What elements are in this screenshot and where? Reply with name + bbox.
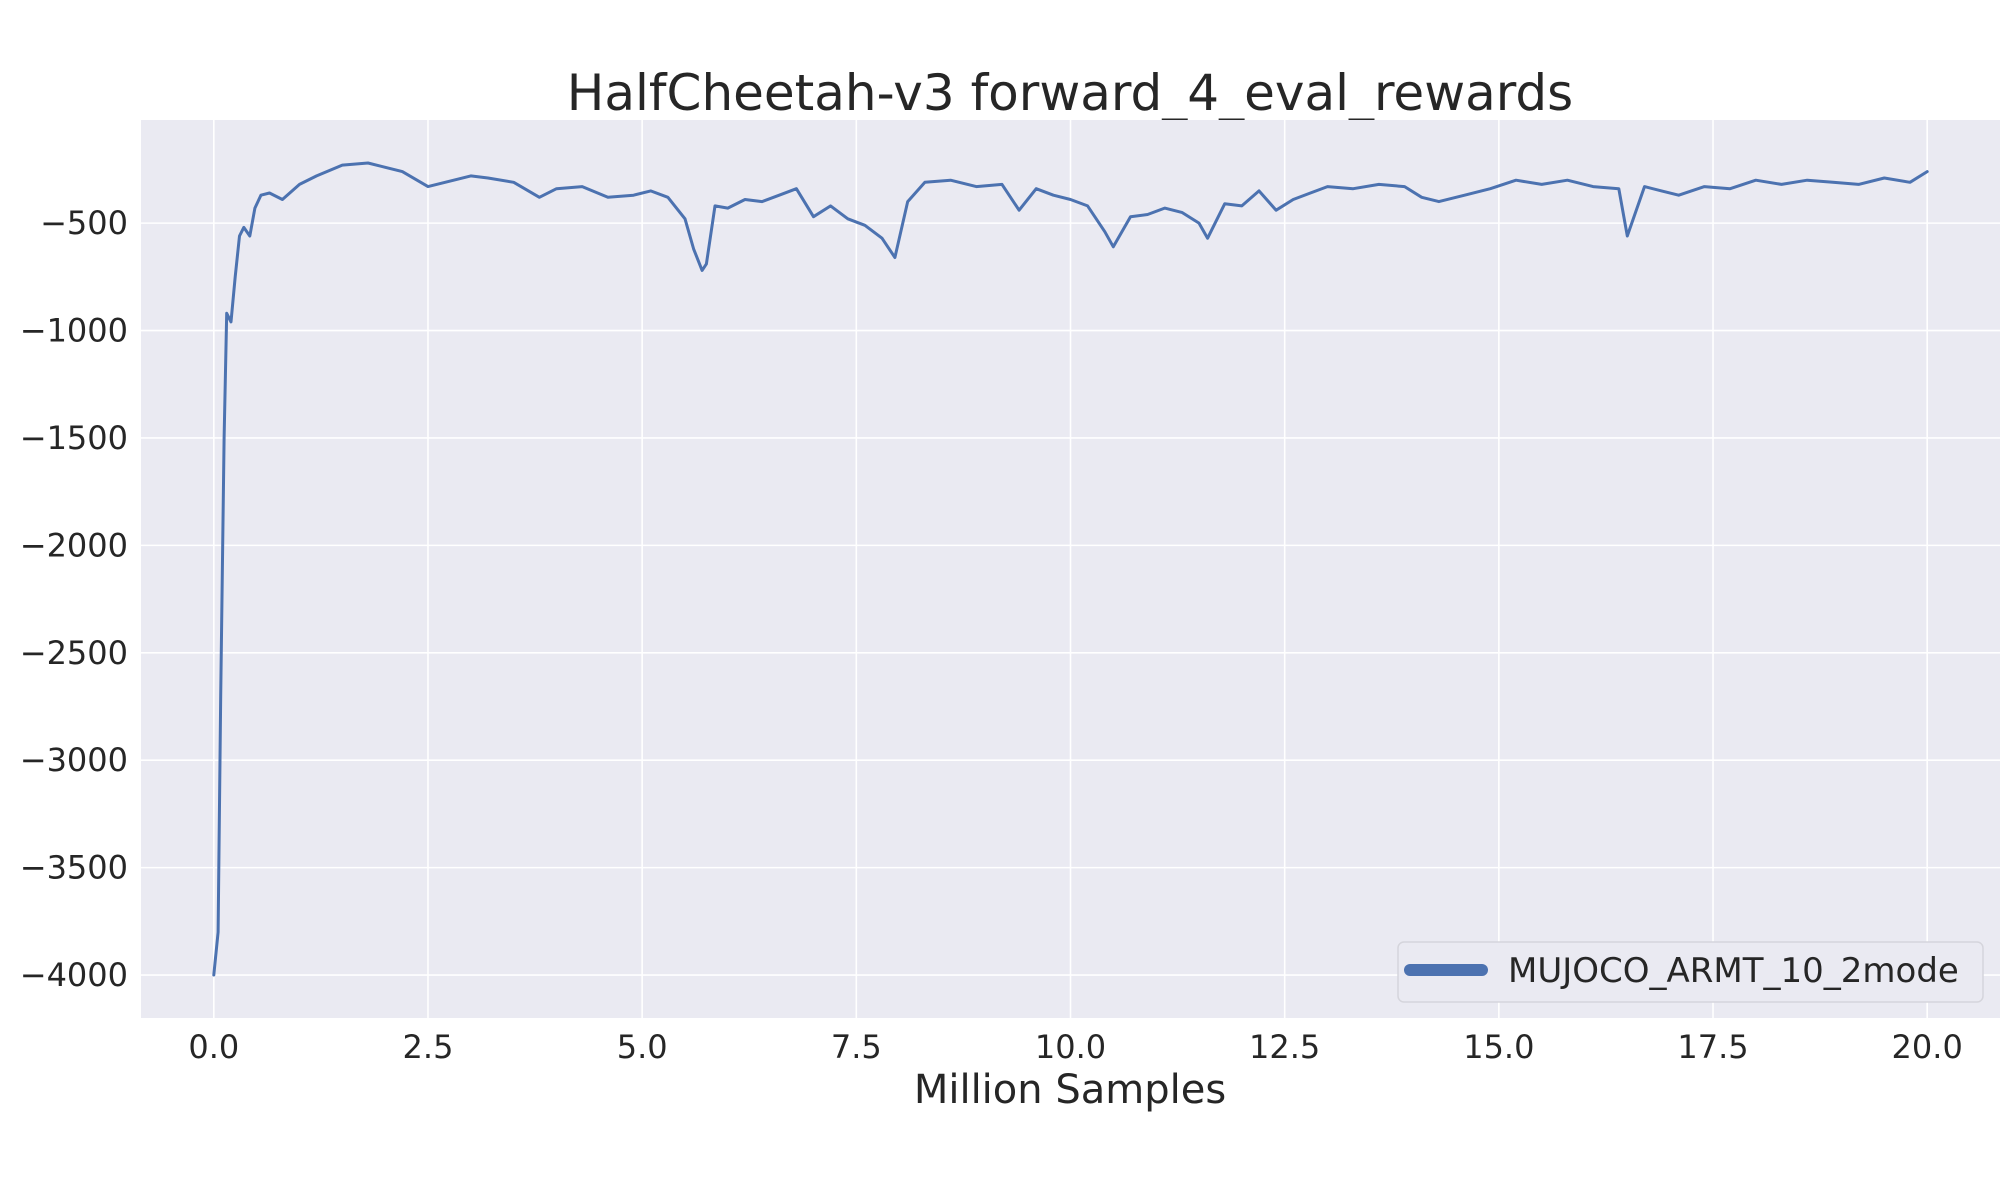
y-tick-label: −1500 (20, 419, 128, 457)
legend: MUJOCO_ARMT_10_2mode (1397, 941, 1984, 1003)
y-tick-label: −2000 (20, 526, 128, 564)
y-tick-label: −4000 (20, 956, 128, 994)
y-tick-label: −500 (40, 204, 128, 242)
legend-box (1397, 941, 1984, 1003)
x-tick-label: 20.0 (1892, 1028, 1963, 1066)
series-line (212, 161, 1929, 977)
x-tick-label: 0.0 (188, 1028, 239, 1066)
y-tick-label: −1000 (20, 312, 128, 350)
x-axis: 0.0 2.5 5.0 7.5 10.0 12.5 15.0 17.5 20.0 (188, 1028, 1962, 1066)
y-tick-label: −3000 (20, 741, 128, 779)
series-layer (212, 161, 1929, 977)
x-tick-label: 5.0 (617, 1028, 668, 1066)
x-tick-label: 2.5 (403, 1028, 454, 1066)
x-tick-label: 10.0 (1035, 1028, 1106, 1066)
x-tick-label: 12.5 (1249, 1028, 1320, 1066)
y-tick-label: −3500 (20, 849, 128, 887)
x-tick-label: 15.0 (1463, 1028, 1534, 1066)
y-tick-label: −2500 (20, 634, 128, 672)
x-tick-label: 17.5 (1677, 1028, 1748, 1066)
x-tick-label: 7.5 (831, 1028, 882, 1066)
x-axis-label: Million Samples (914, 1067, 1226, 1113)
legend-label: MUJOCO_ARMT_10_2mode (1508, 951, 1959, 991)
chart-title: HalfCheetah-v3 forward_4_eval_rewards (567, 64, 1573, 122)
y-axis: −4000 −3500 −3000 −2500 −2000 −1500 −1000 −500 (20, 204, 128, 994)
